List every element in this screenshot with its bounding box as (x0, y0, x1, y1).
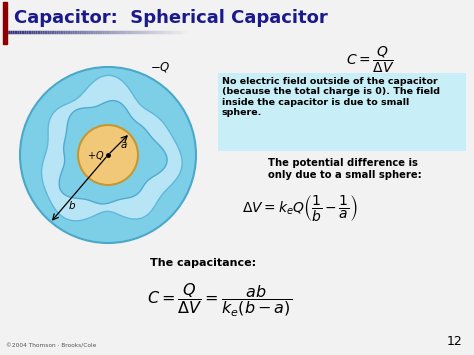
Text: 12: 12 (446, 335, 462, 348)
Text: Capacitor:  Spherical Capacitor: Capacitor: Spherical Capacitor (14, 9, 328, 27)
Text: $C = \dfrac{Q}{\Delta V} = \dfrac{ab}{k_e\left(b - a\right)}$: $C = \dfrac{Q}{\Delta V} = \dfrac{ab}{k_… (147, 282, 292, 320)
Text: $a$: $a$ (120, 140, 128, 150)
Bar (218, 73, 466, 151)
Text: $b$: $b$ (68, 199, 76, 211)
Circle shape (78, 125, 138, 185)
Text: ©2004 Thomson · Brooks/Cole: ©2004 Thomson · Brooks/Cole (6, 343, 96, 348)
Text: $-Q$: $-Q$ (150, 60, 170, 74)
Text: The capacitance:: The capacitance: (150, 258, 256, 268)
Circle shape (20, 67, 196, 243)
Text: $C = \dfrac{Q}{\Delta V}$: $C = \dfrac{Q}{\Delta V}$ (346, 45, 394, 75)
Polygon shape (42, 75, 182, 221)
Text: $\Delta V = k_e Q\left(\dfrac{1}{b} - \dfrac{1}{a}\right)$: $\Delta V = k_e Q\left(\dfrac{1}{b} - \d… (242, 193, 358, 223)
Text: The potential difference is
only due to a small sphere:: The potential difference is only due to … (268, 158, 422, 180)
Text: No electric field outside of the capacitor
(because the total charge is 0). The : No electric field outside of the capacit… (222, 77, 440, 117)
Text: $+Q$: $+Q$ (87, 149, 105, 163)
Bar (3, 2, 7, 44)
Polygon shape (59, 100, 167, 204)
